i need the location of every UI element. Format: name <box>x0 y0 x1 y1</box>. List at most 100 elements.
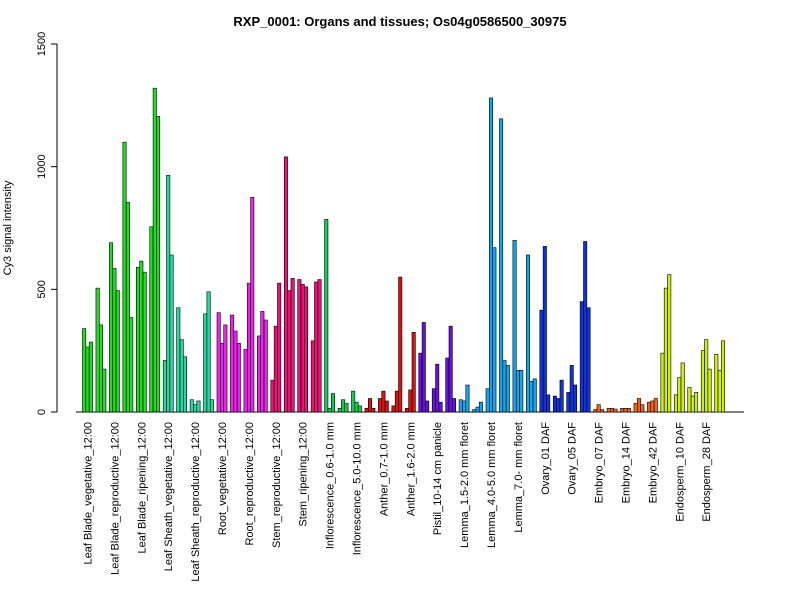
bar-42-1 <box>633 403 638 413</box>
bar-20-3 <box>344 403 349 413</box>
bar-4-1 <box>122 141 127 413</box>
bar-10-1 <box>203 313 208 413</box>
bar-29-2 <box>462 400 467 413</box>
bar-37-1 <box>566 392 571 413</box>
bar-8-1 <box>176 307 181 413</box>
bar-45-2 <box>677 377 682 413</box>
bar-23-2 <box>381 390 386 413</box>
bar-30-3 <box>478 401 483 413</box>
x-category-label: Ovary_05 DAF <box>567 422 579 495</box>
bar-37-3 <box>573 384 578 413</box>
bar-36-2 <box>556 398 561 413</box>
bar-25-1 <box>404 408 409 413</box>
bar-12-1 <box>230 314 235 413</box>
bar-34-3 <box>532 378 537 413</box>
bar-38-3 <box>586 307 591 413</box>
x-category-label: Endosperm_28 DAF <box>701 422 713 522</box>
bar-13-2 <box>246 282 251 413</box>
bar-15-2 <box>273 325 278 413</box>
bar-39-3 <box>599 409 604 413</box>
bar-20-2 <box>341 399 346 413</box>
category-labels: Leaf Blade_vegetative_12:00 Leaf Blade_re… <box>83 422 714 582</box>
bar-6-3 <box>156 116 161 413</box>
bar-28-3 <box>452 398 457 413</box>
bar-41-1 <box>620 408 625 413</box>
bar-18-2 <box>314 281 319 413</box>
bar-27-3 <box>438 401 443 413</box>
bar-3-3 <box>115 290 120 413</box>
x-category-label: Ovary_01 DAF <box>540 422 552 495</box>
bar-29-3 <box>465 384 470 413</box>
x-category-label: Embryo_07 DAF <box>594 422 606 504</box>
bar-19-2 <box>327 408 332 413</box>
x-category-label: Inflorescence_5.0-10.0 mm <box>352 422 364 555</box>
bar-11-2 <box>220 343 225 413</box>
bars-group <box>82 87 725 413</box>
bar-46-3 <box>694 392 699 413</box>
x-category-label: Stem_reproductive_12:00 <box>271 422 283 548</box>
bar-26-1 <box>418 352 423 413</box>
bar-48-3 <box>721 340 725 413</box>
bar-11-1 <box>216 312 221 413</box>
bar-35-2 <box>542 246 547 413</box>
bar-23-1 <box>378 398 383 413</box>
bar-43-3 <box>653 398 658 413</box>
bar-6-1 <box>149 226 154 413</box>
x-category-label: Leaf Blade_vegetative_12:00 <box>83 422 95 565</box>
bar-16-1 <box>283 156 288 413</box>
bar-24-1 <box>391 405 396 413</box>
bar-2-3 <box>102 368 107 413</box>
bar-40-1 <box>606 408 611 413</box>
bar-15-3 <box>277 282 282 413</box>
bar-18-1 <box>310 340 315 413</box>
x-category-label: Leaf Sheath_vegetative_12:00 <box>163 422 175 571</box>
x-category-label: Root_vegetative_12:00 <box>217 422 229 535</box>
bar-34-2 <box>529 381 534 413</box>
bar-7-1 <box>162 360 167 413</box>
bar-30-1 <box>472 409 477 413</box>
bar-22-3 <box>371 408 376 413</box>
bar-31-3 <box>492 247 497 413</box>
bar-3-1 <box>109 242 114 413</box>
bar-32-1 <box>499 118 504 413</box>
bar-40-3 <box>613 408 618 413</box>
bar-21-3 <box>357 405 362 413</box>
bar-33-2 <box>515 369 520 413</box>
bar-35-1 <box>539 309 544 413</box>
bar-48-2 <box>717 369 722 413</box>
bar-21-1 <box>351 390 356 413</box>
bar-32-3 <box>505 365 510 413</box>
x-category-label: Leaf Blade_reproductive_12:00 <box>109 422 121 575</box>
y-axis-label: Cy3 signal intensity <box>2 180 14 275</box>
x-category-label: Lemma_7.0- mm floret <box>513 422 525 533</box>
chart-title: RXP_0001: Organs and tissues; Os04g05865… <box>233 14 566 29</box>
bar-17-3 <box>304 286 309 413</box>
bar-1-2 <box>85 346 90 413</box>
bar-45-1 <box>673 394 678 413</box>
bar-48-1 <box>714 354 719 413</box>
bar-4-2 <box>125 201 130 413</box>
bar-22-1 <box>364 408 369 413</box>
bar-47-3 <box>707 368 712 413</box>
bar-17-2 <box>300 284 305 413</box>
bar-31-2 <box>489 97 494 413</box>
bar-28-2 <box>448 325 453 413</box>
bar-46-1 <box>687 387 692 413</box>
bar-12-3 <box>236 343 241 413</box>
bar-16-3 <box>290 277 295 413</box>
bar-15-1 <box>270 379 275 413</box>
bar-36-3 <box>559 379 564 413</box>
bar-14-3 <box>263 319 268 413</box>
bar-25-3 <box>411 331 416 413</box>
bar-27-2 <box>435 363 440 413</box>
bar-7-3 <box>169 254 174 413</box>
x-category-label: Leaf Sheath_reproductive_12:00 <box>190 422 202 582</box>
bar-42-3 <box>640 404 645 413</box>
bar-4-3 <box>129 317 134 413</box>
x-category-label: Anther_1.6-2.0 mm <box>405 422 417 516</box>
bar-3-2 <box>112 268 117 413</box>
bar-1-3 <box>88 341 93 413</box>
bar-33-3 <box>519 369 524 413</box>
bar-24-2 <box>394 390 399 413</box>
